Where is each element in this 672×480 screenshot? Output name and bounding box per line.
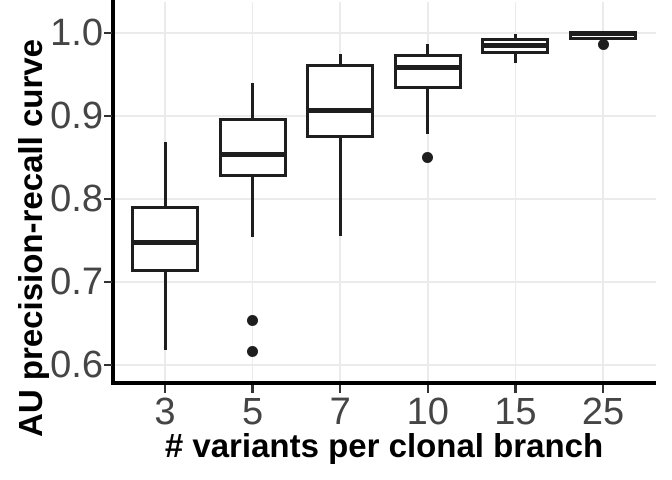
x-tick-mark bbox=[426, 384, 430, 393]
y-tick-mark bbox=[104, 280, 112, 284]
upper-whisker bbox=[338, 54, 342, 65]
x-tick-mark bbox=[601, 384, 605, 393]
y-gridline bbox=[114, 364, 656, 366]
y-axis-title: AU precision-recall curve bbox=[12, 39, 49, 437]
median-line bbox=[393, 65, 462, 71]
y-gridline bbox=[114, 32, 656, 34]
median-line bbox=[218, 151, 287, 157]
median-line bbox=[481, 42, 550, 48]
y-axis-line bbox=[111, 0, 115, 384]
iqr-box bbox=[131, 205, 199, 273]
y-tick-mark bbox=[104, 197, 112, 201]
outlier-point bbox=[247, 345, 259, 357]
lower-whisker bbox=[338, 138, 342, 237]
x-axis-title: # variants per clonal branch bbox=[164, 427, 604, 464]
lower-whisker bbox=[426, 89, 430, 135]
x-gridline bbox=[514, 2, 517, 381]
x-tick-mark bbox=[338, 384, 342, 393]
x-axis-line bbox=[111, 381, 656, 385]
y-tick-label: 0.7 bbox=[50, 261, 103, 304]
iqr-box bbox=[306, 64, 375, 139]
x-tick-label: 10 bbox=[406, 391, 449, 433]
y-tick-label: 0.6 bbox=[50, 344, 103, 387]
lower-whisker bbox=[163, 272, 167, 351]
outlier-point bbox=[597, 38, 609, 50]
median-line bbox=[569, 31, 637, 37]
iqr-box bbox=[218, 117, 287, 177]
x-tick-mark bbox=[163, 384, 167, 393]
y-gridline bbox=[114, 115, 656, 117]
y-tick-label: 0.8 bbox=[50, 177, 103, 220]
lower-whisker bbox=[251, 176, 255, 238]
y-tick-mark bbox=[104, 114, 112, 118]
upper-whisker bbox=[513, 33, 517, 38]
upper-whisker bbox=[163, 142, 167, 206]
x-tick-label: 3 bbox=[154, 391, 176, 433]
x-gridline bbox=[427, 2, 429, 381]
upper-whisker bbox=[426, 43, 430, 54]
y-tick-mark bbox=[104, 363, 112, 367]
median-line bbox=[306, 108, 375, 114]
x-gridline bbox=[602, 2, 604, 381]
y-gridline bbox=[114, 281, 656, 283]
x-tick-label: 15 bbox=[494, 391, 537, 433]
iqr-box bbox=[393, 53, 462, 90]
x-tick-mark bbox=[514, 384, 517, 393]
y-tick-label: 0.9 bbox=[50, 94, 103, 137]
x-tick-label: 7 bbox=[329, 391, 351, 433]
median-line bbox=[131, 239, 199, 245]
x-tick-label: 25 bbox=[581, 391, 625, 433]
x-tick-label: 5 bbox=[242, 391, 264, 433]
outlier-point bbox=[247, 314, 259, 326]
y-gridline bbox=[114, 198, 656, 200]
x-tick-mark bbox=[251, 384, 254, 393]
upper-whisker bbox=[251, 82, 255, 118]
y-tick-mark bbox=[104, 31, 112, 34]
lower-whisker bbox=[513, 53, 517, 63]
outlier-point bbox=[422, 151, 434, 163]
y-tick-label: 1.0 bbox=[50, 11, 103, 54]
